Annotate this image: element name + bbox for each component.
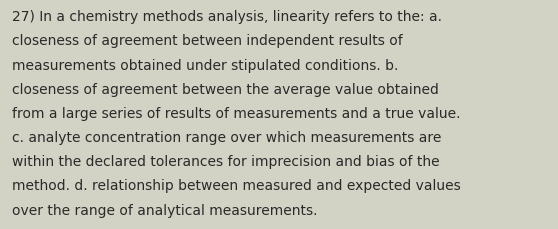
Text: 27) In a chemistry methods analysis, linearity refers to the: a.: 27) In a chemistry methods analysis, lin… bbox=[12, 10, 442, 24]
Text: over the range of analytical measurements.: over the range of analytical measurement… bbox=[12, 203, 318, 217]
Text: closeness of agreement between the average value obtained: closeness of agreement between the avera… bbox=[12, 82, 439, 96]
Text: within the declared tolerances for imprecision and bias of the: within the declared tolerances for impre… bbox=[12, 155, 440, 169]
Text: c. analyte concentration range over which measurements are: c. analyte concentration range over whic… bbox=[12, 131, 441, 144]
Text: method. d.​ relationship between measured and expected values: method. d.​ relationship between measure… bbox=[12, 179, 461, 193]
Text: from a large series of results of measurements and a true value.: from a large series of results of measur… bbox=[12, 106, 461, 120]
Text: measurements obtained under stipulated conditions. b.: measurements obtained under stipulated c… bbox=[12, 58, 398, 72]
Text: closeness of agreement between independent results of: closeness of agreement between independe… bbox=[12, 34, 403, 48]
